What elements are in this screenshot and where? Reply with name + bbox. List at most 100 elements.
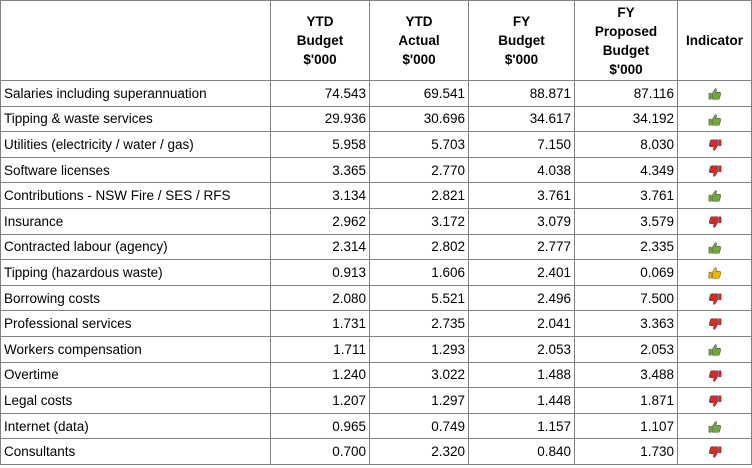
ytd-budget-cell: 5.958 xyxy=(270,131,370,158)
thumbs-up-icon xyxy=(708,111,722,126)
table-row: Tipping (hazardous waste) 0.913 1.606 2.401… xyxy=(0,259,752,286)
row-name: Legal costs xyxy=(0,387,271,414)
header-line: YTD xyxy=(405,14,433,29)
fy-budget-cell: 2.496 xyxy=(468,284,575,312)
ytd-budget-cell: 0.700 xyxy=(270,438,370,465)
row-name: Contracted labour (agency) xyxy=(0,233,271,261)
indicator-cell xyxy=(677,412,752,440)
indicator-cell xyxy=(677,284,752,312)
row-name: Tipping & waste services xyxy=(0,105,271,133)
fy-budget-cell: 2.777 xyxy=(468,233,575,261)
table-row: Professional services 1.731 2.735 2.041 3.36… xyxy=(0,310,752,337)
table-row: Contracted labour (agency) 2.314 2.802 2.77… xyxy=(0,233,752,261)
fy-proposed-cell: 8.030 xyxy=(574,131,678,158)
table-row: Workers compensation 1.711 1.293 2.053 2.053 xyxy=(0,335,752,363)
ytd-budget-cell: 74.543 xyxy=(270,80,370,107)
table-row: Insurance 2.962 3.172 3.079 3.579 xyxy=(0,207,752,235)
ytd-budget-cell: 0.913 xyxy=(270,259,370,286)
thumbs-down-icon xyxy=(708,162,722,177)
ytd-actual-cell: 1.297 xyxy=(369,387,469,414)
fy-budget-cell: 2.053 xyxy=(468,335,575,363)
table-row: Tipping & waste services 29.936 30.696 34.6… xyxy=(0,105,752,133)
header-ytd-budget: YTD Budget $'000 xyxy=(270,0,370,81)
header-line: Proposed xyxy=(594,23,658,39)
header-line: Budget xyxy=(602,42,650,58)
thumbs-down-icon xyxy=(708,316,722,331)
thumbs-down-icon xyxy=(708,444,722,459)
ytd-actual-cell: 2.320 xyxy=(369,438,469,465)
row-name: Tipping (hazardous waste) xyxy=(0,259,271,286)
ytd-budget-cell: 2.080 xyxy=(270,284,370,312)
thumbs-up-icon xyxy=(708,418,722,433)
fy-budget-cell: 7.150 xyxy=(468,131,575,158)
header-line: YTD xyxy=(306,14,334,29)
fy-budget-cell: 2.401 xyxy=(468,259,575,286)
table-row: Consultants 0.700 2.320 0.840 1.730 xyxy=(0,438,752,465)
header-fy-proposed: FY Proposed Budget $'000 xyxy=(574,0,678,81)
thumbs-up-icon xyxy=(708,239,722,254)
row-name: Contributions - NSW Fire / SES / RFS xyxy=(0,182,271,209)
header-row: YTD Budget $'000 YTD Actual $'000 FY Bud… xyxy=(0,0,752,81)
header-ytd-actual: YTD Actual $'000 xyxy=(369,0,469,81)
ytd-actual-cell: 2.821 xyxy=(369,182,469,209)
row-name: Software licenses xyxy=(0,156,271,184)
table-row: Borrowing costs 2.080 5.521 2.496 7.500 xyxy=(0,284,752,312)
ytd-actual-cell: 5.703 xyxy=(369,131,469,158)
row-name: Insurance xyxy=(0,207,271,235)
row-name: Overtime xyxy=(0,361,271,389)
ytd-actual-cell: 2.735 xyxy=(369,310,469,337)
row-name: Salaries including superannuation xyxy=(0,80,271,107)
fy-budget-cell: 1.448 xyxy=(468,387,575,414)
ytd-actual-cell: 0.749 xyxy=(369,412,469,440)
ytd-actual-cell: 2.802 xyxy=(369,233,469,261)
thumbs-down-icon xyxy=(708,214,722,229)
header-indicator: Indicator xyxy=(677,0,752,81)
indicator-cell xyxy=(677,361,752,389)
fy-budget-cell: 0.840 xyxy=(468,438,575,465)
fy-proposed-cell: 1.730 xyxy=(574,438,678,465)
ytd-budget-cell: 1.711 xyxy=(270,335,370,363)
fy-proposed-cell: 34.192 xyxy=(574,105,678,133)
row-name: Utilities (electricity / water / gas) xyxy=(0,131,271,158)
ytd-budget-cell: 3.134 xyxy=(270,182,370,209)
fy-proposed-cell: 0.069 xyxy=(574,259,678,286)
header-line: FY xyxy=(512,14,531,29)
thumbs-up-icon xyxy=(708,342,722,357)
indicator-cell xyxy=(677,156,752,184)
table-row: Internet (data) 0.965 0.749 1.157 1.107 xyxy=(0,412,752,440)
header-line: Budget xyxy=(498,33,545,48)
header-line: $'000 xyxy=(504,52,539,67)
header-line: $'000 xyxy=(609,61,643,77)
indicator-cell xyxy=(677,233,752,261)
fy-proposed-cell: 7.500 xyxy=(574,284,678,312)
thumbs-up-icon xyxy=(708,188,722,203)
fy-proposed-cell: 3.761 xyxy=(574,182,678,209)
ytd-budget-cell: 2.314 xyxy=(270,233,370,261)
ytd-actual-cell: 5.521 xyxy=(369,284,469,312)
indicator-cell xyxy=(677,207,752,235)
fy-proposed-cell: 87.116 xyxy=(574,80,678,107)
ytd-actual-cell: 3.022 xyxy=(369,361,469,389)
row-name: Professional services xyxy=(0,310,271,337)
thumbs-down-icon xyxy=(708,367,722,382)
row-name: Workers compensation xyxy=(0,335,271,363)
ytd-budget-cell: 2.962 xyxy=(270,207,370,235)
ytd-budget-cell: 1.240 xyxy=(270,361,370,389)
header-line: $'000 xyxy=(303,52,337,67)
indicator-cell xyxy=(677,335,752,363)
fy-budget-cell: 1.157 xyxy=(468,412,575,440)
fy-proposed-cell: 2.335 xyxy=(574,233,678,261)
indicator-cell xyxy=(677,259,752,286)
fy-proposed-cell: 3.363 xyxy=(574,310,678,337)
indicator-cell xyxy=(677,131,752,158)
ytd-budget-cell: 3.365 xyxy=(270,156,370,184)
row-name: Borrowing costs xyxy=(0,284,271,312)
header-line: Budget xyxy=(296,33,344,48)
ytd-budget-cell: 29.936 xyxy=(270,105,370,133)
indicator-cell xyxy=(677,105,752,133)
thumbs-up-icon xyxy=(708,265,722,280)
thumbs-down-icon xyxy=(708,393,722,408)
header-line: Actual xyxy=(398,33,440,48)
header-line: $'000 xyxy=(402,52,436,67)
